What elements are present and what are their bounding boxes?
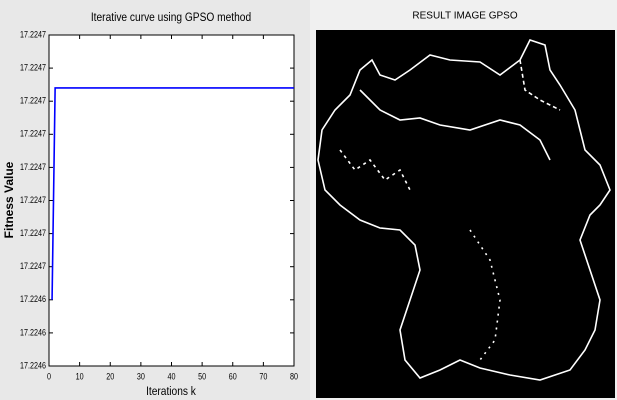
x-tick-label: 0 — [47, 372, 51, 382]
y-tick-label: 17.2246 — [20, 361, 46, 371]
x-tick-label: 50 — [198, 372, 206, 382]
image-title: RESULT IMAGE GPSO — [412, 11, 517, 22]
x-tick-label: 40 — [168, 372, 176, 382]
y-tick-label: 17.2247 — [20, 30, 46, 40]
x-tick-label: 20 — [106, 372, 114, 382]
x-tick-label: 10 — [76, 372, 84, 382]
y-tick-label: 17.2247 — [20, 228, 46, 238]
y-tick-label: 17.2247 — [20, 96, 46, 106]
x-tick-label: 70 — [259, 372, 267, 382]
x-axis-label: Iterations k — [146, 385, 196, 398]
result-image — [316, 30, 615, 398]
y-tick-label: 17.2247 — [20, 162, 46, 172]
y-tick-label: 17.2247 — [20, 261, 46, 271]
plot-area — [49, 35, 294, 366]
x-tick-label: 60 — [229, 372, 237, 382]
y-tick-label: 17.2247 — [20, 63, 46, 73]
x-tick-label: 30 — [137, 372, 145, 382]
y-tick-label: 17.2246 — [20, 328, 46, 338]
chart-title: Iterative curve using GPSO method — [91, 11, 251, 24]
x-tick-label: 80 — [290, 372, 298, 382]
y-tick-label: 17.2247 — [20, 195, 46, 205]
page: {"chart_data": {"type": "line", "title":… — [0, 0, 617, 400]
y-axis-label: Fitness Value — [2, 161, 16, 238]
screen: Iterative curve using GPSO method Iterat… — [0, 0, 617, 400]
y-tick-label: 17.2246 — [20, 294, 46, 304]
y-tick-label: 17.2247 — [20, 129, 46, 139]
